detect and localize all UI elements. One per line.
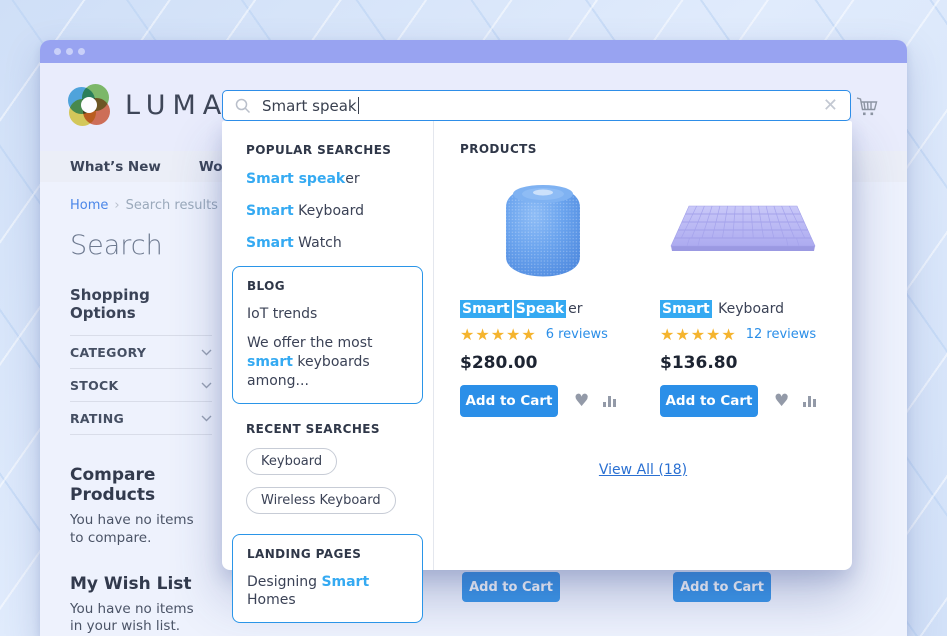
product-card-smart-keyboard: Smart Keyboard ★★★★★ 12 reviews $136.80 … xyxy=(660,160,826,417)
landing-page-link[interactable]: Designing Smart Homes xyxy=(247,573,370,609)
cart-icon[interactable] xyxy=(855,96,879,118)
store-logo[interactable]: LUMA xyxy=(68,84,228,126)
rating-stars: ★★★★★ xyxy=(660,325,737,344)
reviews-link[interactable]: 12 reviews xyxy=(745,327,817,342)
sidebar: Home › Search results Search Shopping Opti… xyxy=(70,198,218,636)
product-image-keyboard[interactable] xyxy=(660,160,826,295)
shopping-options-title: Shopping Options xyxy=(70,286,150,322)
page-title: Search xyxy=(70,230,163,261)
compare-products-empty-text: You have no items to compare. xyxy=(70,512,194,546)
wishlist-heart-icon[interactable]: ♥ xyxy=(774,390,790,411)
blog-excerpt[interactable]: We offer the most smart keyboards among.… xyxy=(247,334,373,389)
product-image-speaker[interactable] xyxy=(460,160,626,295)
nav-item-whats-new[interactable]: What’s New xyxy=(70,158,161,175)
filter-category[interactable]: CATEGORY xyxy=(70,335,212,368)
window-dot[interactable] xyxy=(54,48,61,55)
product-name[interactable]: Smart Speak er xyxy=(460,300,583,318)
view-all-link[interactable]: View All (18) xyxy=(598,462,688,478)
rating-stars: ★★★★★ xyxy=(460,325,537,344)
product-price: $136.80 xyxy=(660,353,738,373)
luma-logo-icon xyxy=(68,84,110,126)
add-to-cart-button[interactable]: Add to Cart xyxy=(660,385,758,417)
popular-searches-title: POPULAR SEARCHES xyxy=(246,143,392,157)
recent-search-chip[interactable]: Wireless Keyboard xyxy=(246,486,396,514)
reviews-link[interactable]: 6 reviews xyxy=(545,327,608,342)
search-input-value: Smart speak xyxy=(262,96,357,115)
popular-search-item[interactable]: Smart Watch xyxy=(246,235,342,251)
blog-title: BLOG xyxy=(247,279,286,293)
breadcrumb-current: Search results xyxy=(125,198,218,213)
product-card-smart-speaker: Smart Speak er ★★★★★ 6 reviews $280.00 Add… xyxy=(460,160,626,417)
autocomplete-products-column: PRODUCTS xyxy=(434,121,852,570)
logo-text: LUMA xyxy=(125,89,229,121)
wishlist-empty-text: You have no items in your wish list. xyxy=(70,600,194,635)
window-dot[interactable] xyxy=(66,48,73,55)
wishlist-title: My Wish List xyxy=(70,573,192,594)
add-to-cart-button-background[interactable]: Add to Cart xyxy=(462,572,560,602)
compare-products-title: Compare Products xyxy=(70,465,156,505)
add-to-cart-button-background[interactable]: Add to Cart xyxy=(673,572,771,602)
products-title: PRODUCTS xyxy=(460,142,537,156)
filter-stock[interactable]: STOCK xyxy=(70,368,212,401)
browser-window: LUMA What’s New Women Home›Search result… xyxy=(40,40,907,636)
add-to-cart-button[interactable]: Add to Cart xyxy=(460,385,558,417)
search-autocomplete-panel: POPULAR SEARCHES Smart speaker Smart Key… xyxy=(222,121,852,624)
compare-icon[interactable] xyxy=(603,395,617,407)
filter-list: CATEGORY STOCK RATING xyxy=(70,335,212,435)
popular-search-item[interactable]: Smart Keyboard xyxy=(246,203,364,219)
blog-suggestions-box: BLOG IoT trends We offer the most smart … xyxy=(232,266,423,404)
recent-searches-title: RECENT SEARCHES xyxy=(246,421,380,436)
filter-rating[interactable]: RATING xyxy=(70,401,212,434)
product-name[interactable]: Smart Keyboard xyxy=(660,300,784,318)
landing-pages-title: LANDING PAGES xyxy=(247,546,362,561)
breadcrumb: Home › Search results xyxy=(70,198,218,213)
text-cursor xyxy=(357,97,360,114)
popular-search-item[interactable]: Smart speaker xyxy=(246,171,360,187)
chevron-down-icon xyxy=(201,382,212,388)
window-titlebar xyxy=(40,40,907,63)
compare-icon[interactable] xyxy=(803,395,817,407)
recent-search-chip[interactable]: Keyboard xyxy=(246,447,338,475)
search-input[interactable]: Smart speak ✕ xyxy=(222,90,851,121)
landing-pages-box: LANDING PAGES Designing Smart Homes xyxy=(232,533,423,624)
blog-entry-link[interactable]: IoT trends xyxy=(247,306,318,322)
autocomplete-left-column: POPULAR SEARCHES Smart speaker Smart Key… xyxy=(222,121,434,624)
product-grid: Smart Speak er ★★★★★ 6 reviews $280.00 Add… xyxy=(460,160,826,417)
chevron-down-icon xyxy=(201,349,212,355)
window-dot[interactable] xyxy=(78,48,85,55)
breadcrumb-separator: › xyxy=(114,198,120,213)
wishlist-heart-icon[interactable]: ♥ xyxy=(574,390,590,411)
search-icon xyxy=(235,98,251,113)
breadcrumb-home-link[interactable]: Home xyxy=(70,198,109,213)
clear-search-icon[interactable]: ✕ xyxy=(822,94,838,116)
product-price: $280.00 xyxy=(460,353,538,373)
chevron-down-icon xyxy=(201,415,212,421)
